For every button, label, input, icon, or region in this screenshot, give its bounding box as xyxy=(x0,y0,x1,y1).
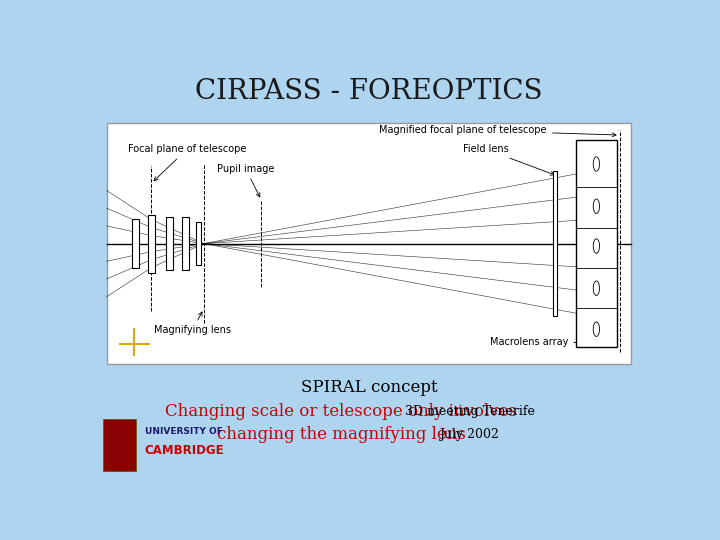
Bar xyxy=(182,217,189,270)
Text: CIRPASS - FOREOPTICS: CIRPASS - FOREOPTICS xyxy=(195,78,543,105)
Text: UNIVERSITY OF: UNIVERSITY OF xyxy=(145,427,222,436)
Text: CAMBRIDGE: CAMBRIDGE xyxy=(145,444,225,457)
Text: Focal plane of telescope: Focal plane of telescope xyxy=(127,144,246,181)
Bar xyxy=(553,171,557,316)
Text: Pupil image: Pupil image xyxy=(217,164,274,197)
Ellipse shape xyxy=(593,199,600,213)
Ellipse shape xyxy=(593,157,600,171)
Bar xyxy=(148,215,155,273)
Text: Changing scale or telescope only involves: Changing scale or telescope only involve… xyxy=(165,403,517,421)
Text: 3D meeting Tenerife: 3D meeting Tenerife xyxy=(405,406,534,419)
Ellipse shape xyxy=(593,281,600,295)
Text: July 2002: July 2002 xyxy=(439,428,500,441)
Ellipse shape xyxy=(593,322,600,336)
FancyBboxPatch shape xyxy=(103,420,136,471)
Text: Macrolens array: Macrolens array xyxy=(490,338,613,347)
Bar xyxy=(107,123,631,364)
Bar xyxy=(166,217,173,270)
Text: SPIRAL concept: SPIRAL concept xyxy=(301,379,437,395)
Bar xyxy=(576,140,616,347)
Text: Field lens: Field lens xyxy=(464,144,554,176)
Ellipse shape xyxy=(593,239,600,253)
Bar xyxy=(132,219,139,268)
Bar xyxy=(196,222,201,265)
Text: Magnified focal plane of telescope: Magnified focal plane of telescope xyxy=(379,125,616,137)
Text: changing the magnifying lens: changing the magnifying lens xyxy=(217,427,466,443)
Text: Magnifying lens: Magnifying lens xyxy=(154,312,231,335)
